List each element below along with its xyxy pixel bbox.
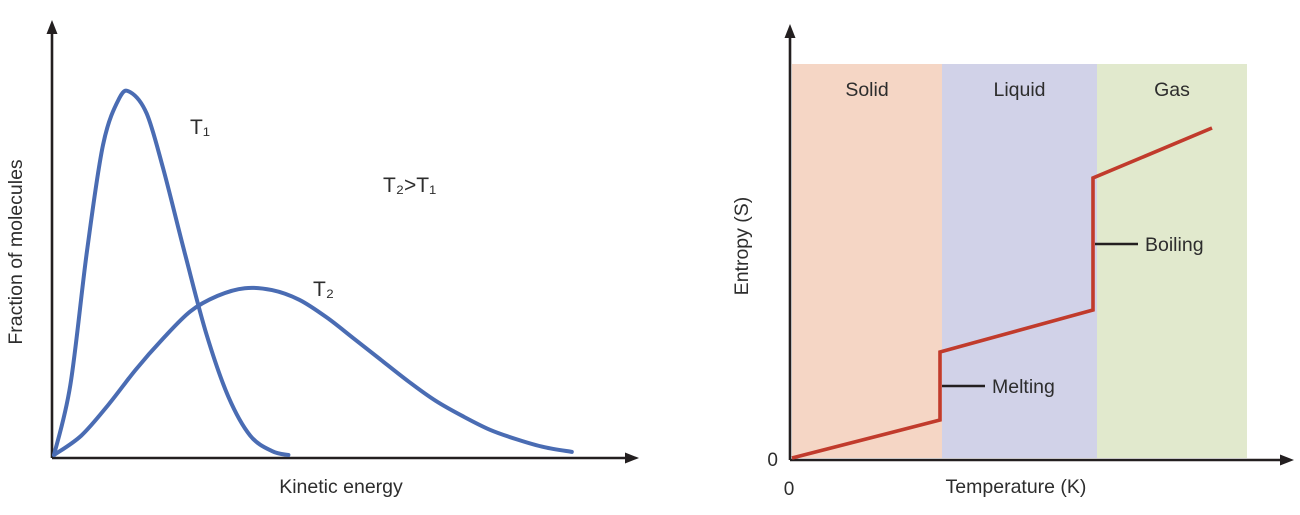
phase-region-liquid — [942, 64, 1097, 458]
right-x-origin-label: 0 — [784, 479, 795, 500]
right-y-axis-label: Entropy (S) — [731, 197, 753, 296]
entropy-line — [791, 126, 1213, 460]
right-x-axis-label: Temperature (K) — [946, 476, 1087, 498]
distribution-curve-T₂ — [52, 285, 574, 457]
right-y-origin-label: 0 — [767, 450, 778, 471]
temperature-comparison-annotation: T₂>T₁ — [383, 174, 436, 197]
distribution-curve-T₁ — [52, 88, 291, 457]
phase-region-label-gas: Gas — [1154, 79, 1190, 101]
right-y-axis-arrowhead — [784, 24, 796, 38]
phase-region-solid — [792, 64, 942, 458]
left-x-axis-arrowhead — [625, 452, 639, 464]
curve-label-t2: T₂ — [313, 278, 334, 301]
left-y-axis-arrowhead — [46, 20, 58, 34]
left-x-axis-label: Kinetic energy — [279, 476, 403, 498]
curve-label-t1: T₁ — [190, 116, 210, 139]
right-x-axis-arrowhead — [1280, 454, 1294, 466]
transition-label-boiling: Boiling — [1145, 234, 1204, 256]
phase-region-label-solid: Solid — [845, 79, 888, 101]
phase-region-gas — [1097, 64, 1247, 458]
phase-region-label-liquid: Liquid — [993, 79, 1045, 101]
left-y-axis-label: Fraction of molecules — [5, 159, 27, 345]
transition-label-melting: Melting — [992, 376, 1055, 398]
